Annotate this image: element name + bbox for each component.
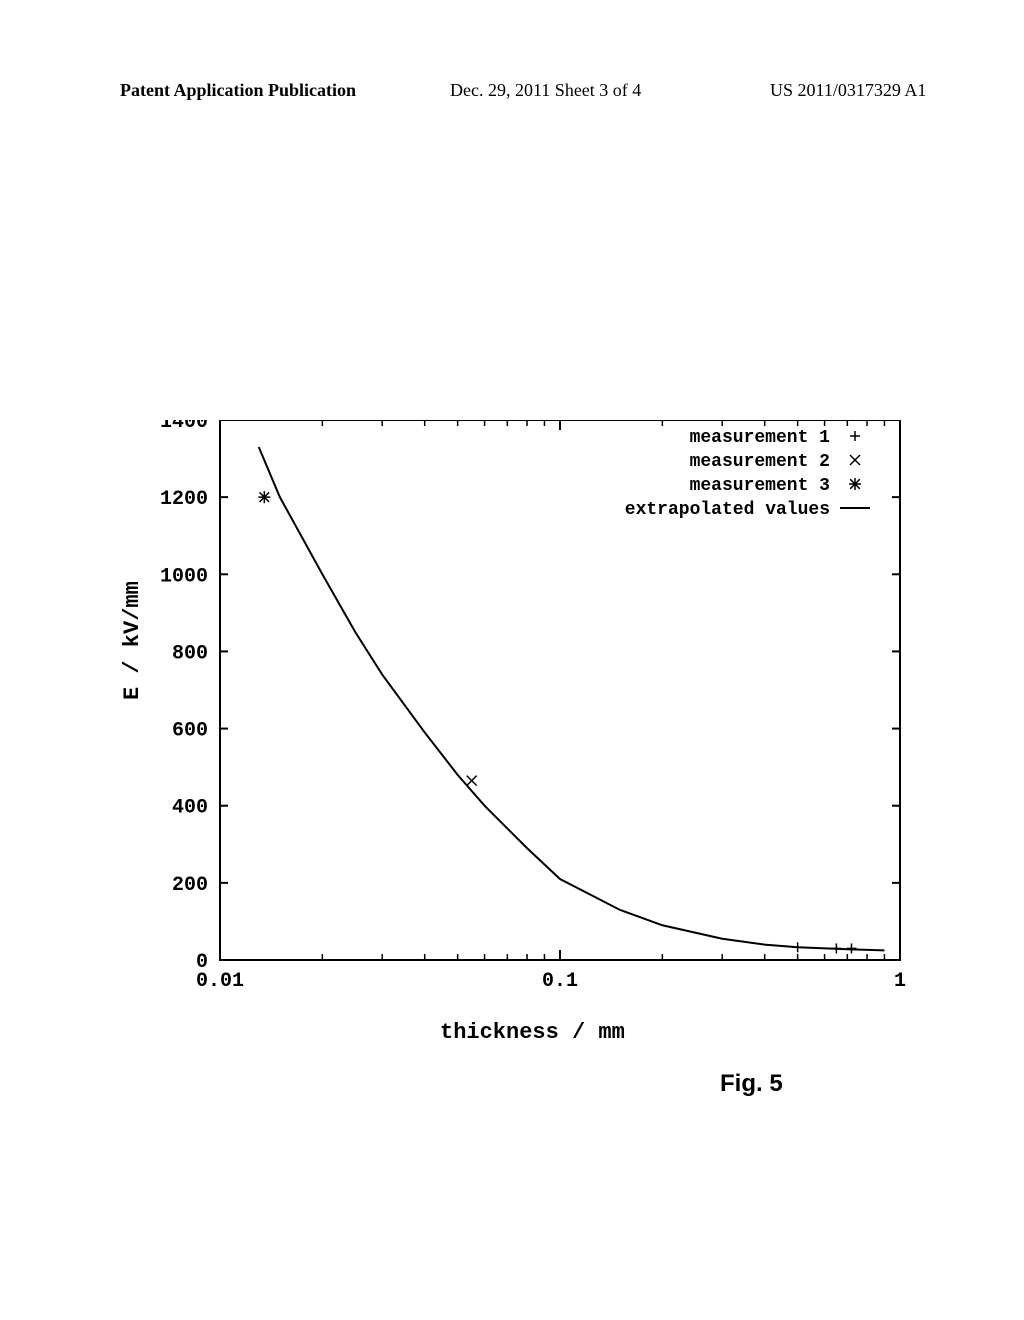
ytick-label: 1000 (160, 565, 208, 588)
figure-caption: Fig. 5 (720, 1070, 783, 1098)
header-left: Patent Application Publication (120, 80, 356, 101)
xtick-label: 0.01 (196, 970, 244, 993)
xtick-label: 1 (894, 970, 906, 993)
chart-container: 02004006008001000120014000.010.11measure… (140, 420, 920, 1040)
legend-label: measurement 2 (690, 452, 830, 472)
legend-label: measurement 1 (690, 428, 831, 448)
extrapolated-curve (259, 447, 885, 950)
header-right: US 2011/0317329 A1 (770, 80, 926, 101)
chart-svg: 02004006008001000120014000.010.11measure… (140, 420, 920, 1040)
legend-label: measurement 3 (690, 476, 830, 496)
ytick-label: 200 (172, 874, 208, 897)
ytick-label: 800 (172, 642, 208, 665)
legend-label: extrapolated values (625, 500, 830, 520)
ytick-label: 400 (172, 797, 208, 820)
xtick-label: 0.1 (542, 970, 578, 993)
ytick-label: 600 (172, 720, 208, 743)
ytick-label: 1200 (160, 488, 208, 511)
header-center: Dec. 29, 2011 Sheet 3 of 4 (450, 80, 641, 101)
ytick-label: 1400 (160, 420, 208, 434)
